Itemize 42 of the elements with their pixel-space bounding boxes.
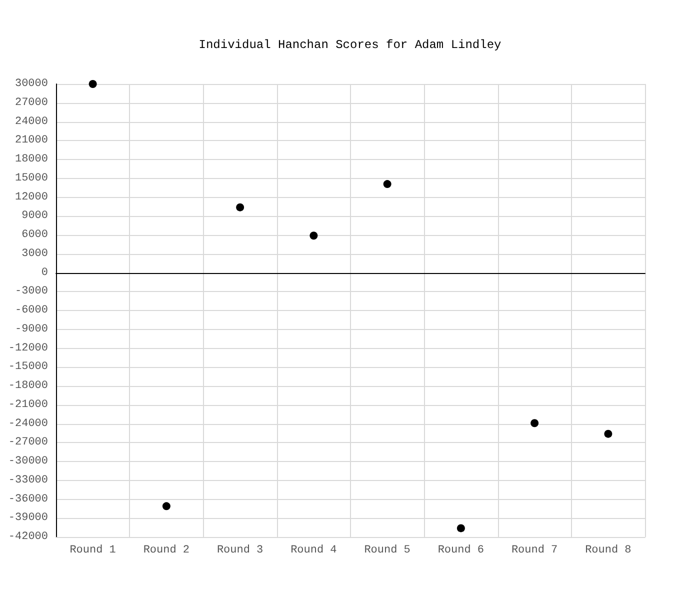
- y-tick-label: 21000: [14, 134, 48, 147]
- x-tick-label: Round 3: [216, 544, 264, 556]
- y-tick-label: -15000: [8, 361, 48, 374]
- y-tick-label: -18000: [8, 380, 48, 392]
- x-tick-label: Round 8: [585, 544, 632, 556]
- point: [383, 180, 392, 188]
- y-tick-label: 15000: [14, 172, 48, 184]
- y-tick-label: 27000: [14, 96, 48, 109]
- y-tick-label: 18000: [14, 154, 48, 166]
- y-tick-label: -42000: [8, 531, 48, 543]
- point: [88, 80, 97, 88]
- y-tick-label: 24000: [14, 116, 48, 128]
- y-tick-label: -36000: [8, 493, 48, 506]
- point: [456, 524, 465, 532]
- x-tick-label: Round 2: [143, 544, 190, 556]
- y-tick-label: 6000: [22, 229, 48, 241]
- y-tick-label: -24000: [8, 418, 48, 430]
- y-tick-label: 12000: [14, 191, 48, 204]
- y-tick-label: -27000: [8, 436, 48, 449]
- y-tick-label: 30000: [14, 78, 48, 90]
- y-tick-label: -12000: [8, 342, 48, 354]
- point: [310, 232, 318, 240]
- y-tick-label: -39000: [8, 512, 48, 524]
- point: [236, 203, 244, 212]
- x-tick-label: Round 4: [290, 544, 338, 556]
- y-tick-label: -9000: [14, 323, 48, 336]
- point: [604, 430, 612, 438]
- point: [530, 419, 539, 428]
- x-tick-label: Round 5: [364, 544, 410, 556]
- y-tick-label: -3000: [14, 286, 48, 298]
- x-tick-label: Round 6: [438, 544, 484, 556]
- x-tick-label: Round 1: [70, 544, 116, 556]
- y-tick-label: -6000: [14, 304, 48, 316]
- y-tick-label: -30000: [8, 456, 48, 468]
- y-tick-label: -21000: [8, 398, 48, 411]
- y-tick-label: 0: [41, 266, 48, 279]
- chart-title: Individual Hanchan Scores for Adam Lindley: [198, 38, 502, 52]
- y-tick-label: 3000: [22, 248, 48, 260]
- point: [162, 502, 170, 510]
- y-tick-label: -33000: [8, 474, 48, 486]
- y-tick-label: 9000: [22, 210, 48, 222]
- x-tick-label: Round 7: [511, 544, 558, 556]
